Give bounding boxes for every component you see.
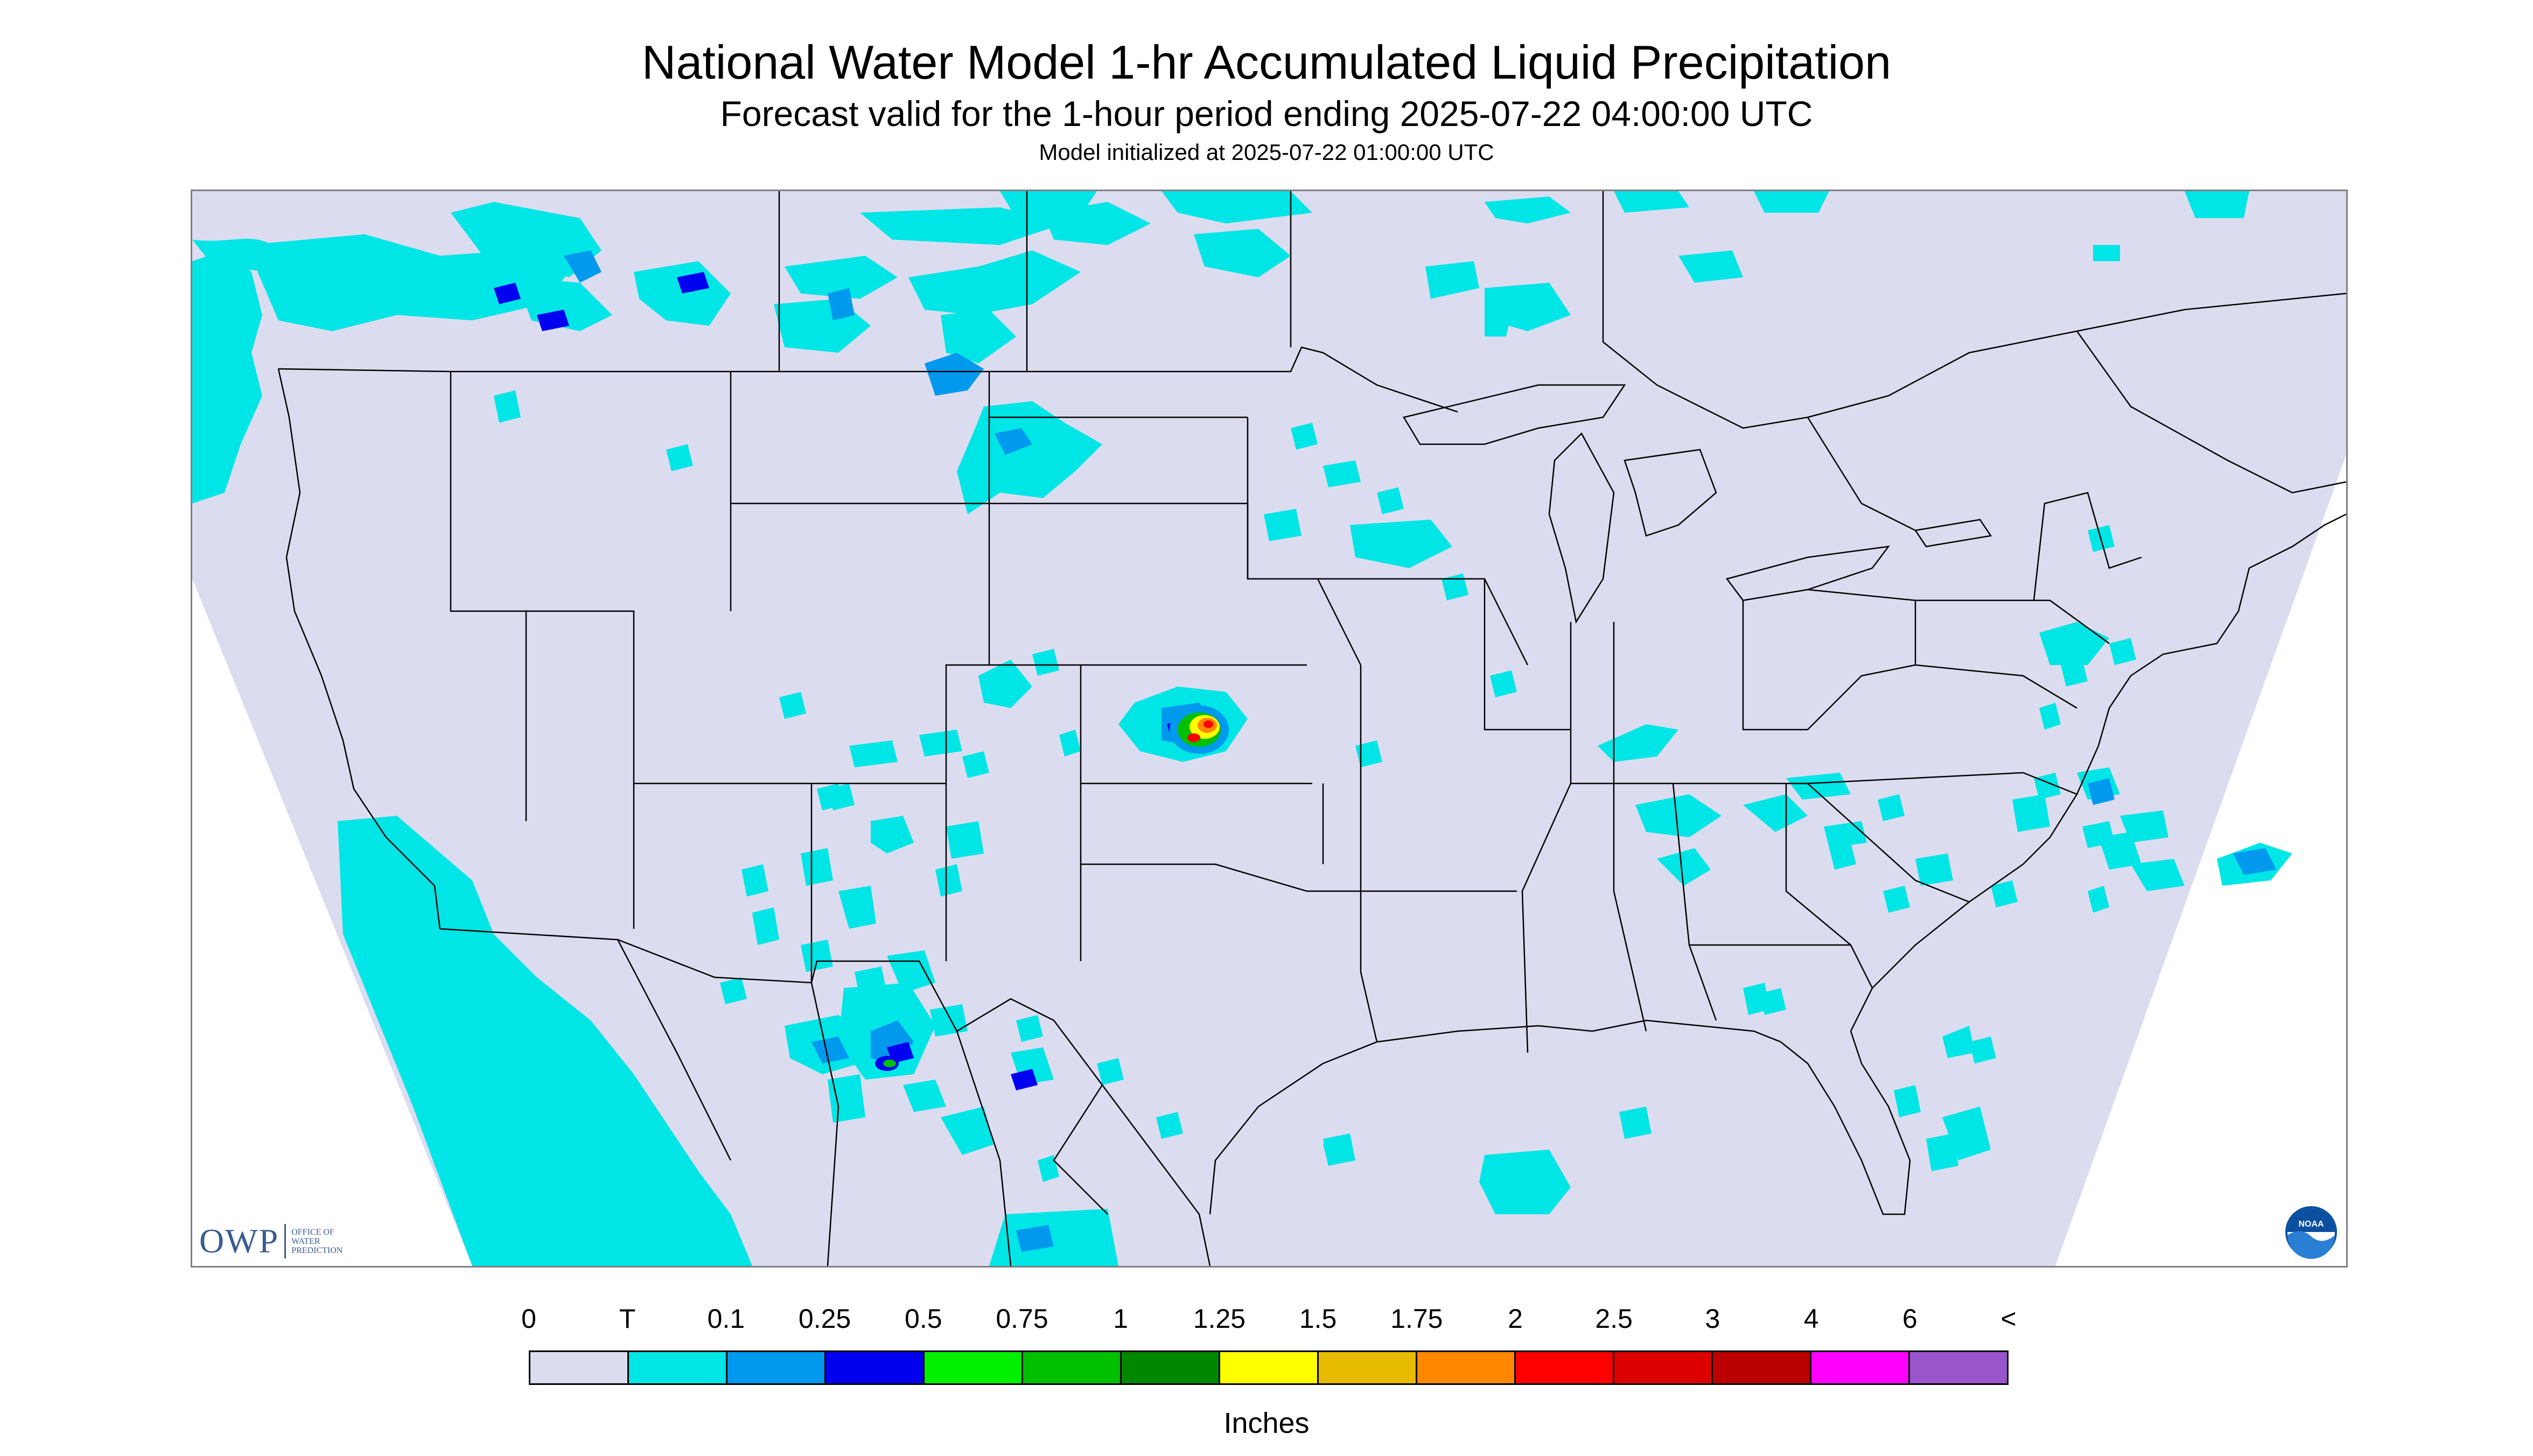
legend-units: Inches <box>1223 1407 1310 1439</box>
noaa-emblem-icon: NOAA <box>2285 1206 2337 1259</box>
precipitation-color-scale <box>529 1350 2009 1385</box>
legend-tick-label: 1.5 <box>1299 1304 1337 1334</box>
legend-tick-label: 2.5 <box>1595 1304 1633 1334</box>
owp-logo: OWP OFFICE OF WATER PREDICTION <box>199 1221 356 1261</box>
legend-tick-label: 0.25 <box>798 1304 851 1334</box>
legend-swatch <box>1614 1352 1713 1383</box>
legend-tick-label: 2 <box>1508 1304 1523 1334</box>
legend-tick-label: 4 <box>1803 1304 1819 1334</box>
legend-swatch <box>1023 1352 1122 1383</box>
legend-tick-label: 3 <box>1705 1304 1720 1334</box>
noaa-logo: NOAA <box>2284 1205 2338 1262</box>
model-init-time: Model initialized at 2025-07-22 01:00:00… <box>1039 139 1494 165</box>
legend-tick-label: 1.75 <box>1390 1304 1443 1334</box>
kansas-storm-core <box>1170 705 1229 754</box>
legend-swatch <box>1220 1352 1319 1383</box>
legend-swatch <box>1319 1352 1417 1383</box>
valid-time-subtitle: Forecast valid for the 1-hour period end… <box>720 94 1813 134</box>
legend-swatch <box>1417 1352 1516 1383</box>
legend-tick-label: T <box>619 1304 636 1334</box>
legend-tick-label: 0.75 <box>996 1304 1048 1334</box>
legend-swatch <box>530 1352 629 1383</box>
owp-logo-subtext: OFFICE OF WATER PREDICTION <box>291 1227 343 1255</box>
svg-text:NOAA: NOAA <box>2298 1220 2324 1229</box>
new-mexico-storm-core <box>875 1056 899 1071</box>
map-canvas <box>192 191 2346 1266</box>
legend-swatch <box>1811 1352 1910 1383</box>
legend-swatch <box>1713 1352 1811 1383</box>
precipitation-map <box>191 190 2348 1268</box>
legend-tick-label: 0.1 <box>707 1304 745 1334</box>
state-boundaries <box>277 191 2346 1266</box>
legend-tick-label: 1.25 <box>1193 1304 1246 1334</box>
legend-swatch <box>1910 1352 2007 1383</box>
legend-labels: 0 T 0.1 0.25 0.5 0.75 1 1.25 1.5 1.75 2 2.5 3 4 6 < <box>0 1305 2533 1338</box>
legend-tick-label: 0 <box>521 1304 536 1334</box>
legend-swatch <box>727 1352 826 1383</box>
legend-swatch <box>826 1352 925 1383</box>
legend-swatch <box>1516 1352 1614 1383</box>
legend-swatch <box>1122 1352 1220 1383</box>
legend-tick-label: < <box>2000 1304 2017 1334</box>
legend-swatch <box>629 1352 727 1383</box>
owp-logo-text: OWP <box>199 1222 279 1260</box>
legend-swatch <box>925 1352 1023 1383</box>
legend-tick-label: 1 <box>1113 1304 1129 1334</box>
legend-tick-label: 6 <box>1902 1304 1918 1334</box>
legend-tick-label: 0.5 <box>905 1304 942 1334</box>
owp-logo-divider <box>284 1224 286 1258</box>
map-title: National Water Model 1-hr Accumulated Li… <box>641 36 1892 89</box>
